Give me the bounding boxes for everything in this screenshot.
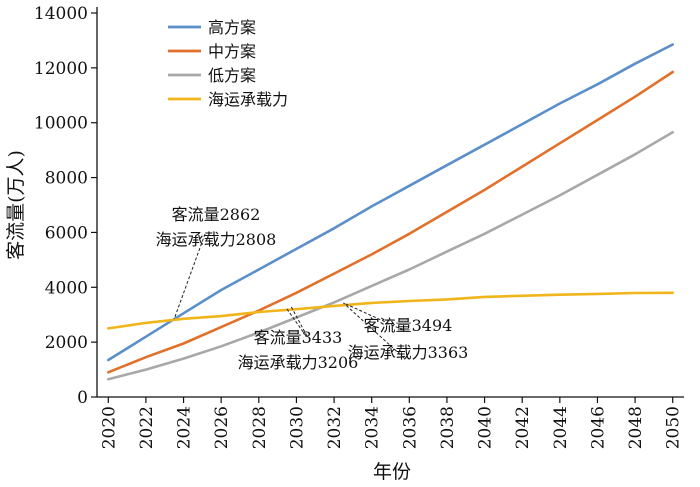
legend-label-2: 中方案 [208,42,256,61]
y-tick-label: 0 [77,388,88,408]
series-line-4 [107,291,675,330]
x-tick-label: 2022 [137,406,157,449]
annotation-leader [290,305,308,337]
x-tick-label: 2046 [588,406,608,449]
x-tick-label: 2020 [99,406,119,449]
legend-label-1: 高方案 [208,18,256,37]
y-tick-label: 10000 [34,114,88,134]
x-tick-label: 2024 [175,406,195,449]
y-axis-title: 客流量(万人) [5,150,27,260]
x-tick-label: 2034 [363,406,383,449]
annotation-label: 海运承载力3363 [348,343,469,362]
annotation-label: 客流量3433 [254,328,343,347]
annotation-leader [343,302,404,331]
x-tick-label: 2026 [212,406,232,449]
y-tick-label: 14000 [34,4,88,24]
series-line-3 [107,131,675,381]
x-tick-label: 2032 [325,406,345,449]
annotation-label: 海运承载力3206 [238,353,359,372]
series-line-2 [107,70,675,374]
x-tick-label: 2028 [250,406,270,449]
x-axis-title: 年份 [373,461,411,483]
annotation-label: 客流量3494 [364,316,453,335]
y-tick-label: 2000 [45,333,88,353]
x-tick-label: 2042 [513,406,533,449]
annotation-label: 海运承载力2808 [156,230,277,249]
x-tick-label: 2040 [476,406,496,449]
x-tick-label: 2050 [664,406,684,449]
annotation-leader [343,302,405,359]
y-tick-label: 4000 [45,278,88,298]
annotation-label: 客流量2862 [172,205,261,224]
x-tick-label: 2036 [400,406,420,449]
series-line-1 [107,43,675,362]
x-tick-label: 2030 [287,406,307,449]
annotation-leader [286,308,307,337]
x-tick-label: 2044 [551,406,571,449]
y-tick-label: 12000 [34,59,88,79]
y-tick-label: 8000 [45,169,88,189]
x-tick-label: 2048 [626,406,646,449]
legend-label-3: 低方案 [208,66,256,85]
y-tick-label: 6000 [45,223,88,243]
annotation-leader [173,233,206,320]
x-tick-label: 2038 [438,406,458,449]
legend-label-4: 海运承载力 [208,90,288,109]
